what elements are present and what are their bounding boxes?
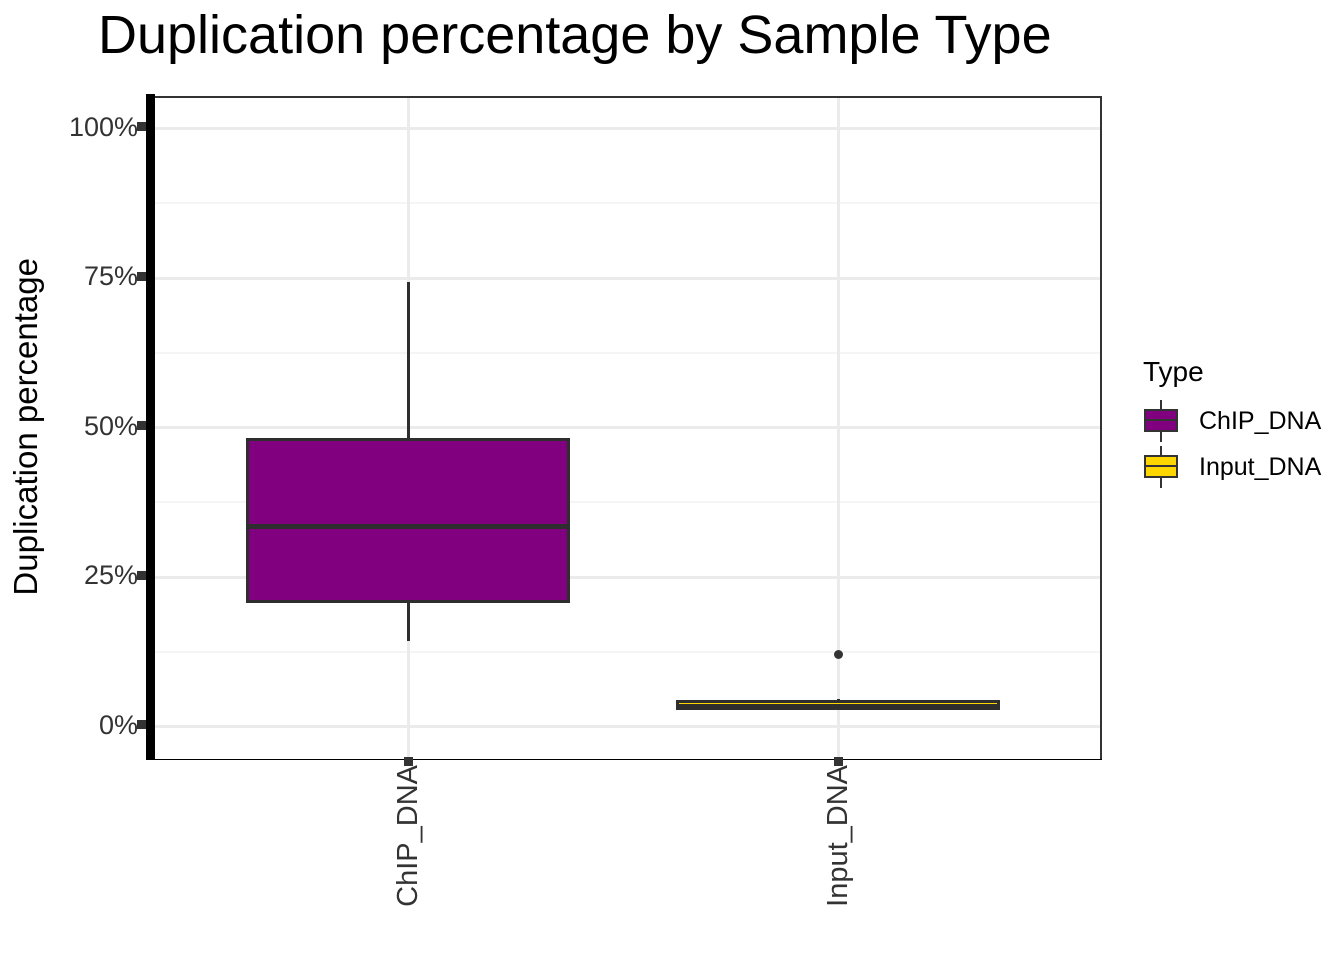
gridline-minor <box>155 202 1100 205</box>
chart-title: Duplication percentage by Sample Type <box>98 5 1052 65</box>
gridline-major <box>155 276 1100 280</box>
boxplot-key-icon <box>1143 446 1181 488</box>
legend: Type ChIP_DNA Input_DNA <box>1143 356 1321 490</box>
boxplot-key-icon <box>1143 400 1181 442</box>
x-tick-mark <box>833 757 843 766</box>
key-whisker-bottom <box>1160 478 1162 488</box>
legend-label: ChIP_DNA <box>1199 406 1322 435</box>
y-tick-mark <box>137 271 146 281</box>
gridline-minor <box>155 351 1100 354</box>
y-tick-label: 0% <box>98 709 138 740</box>
x-tick-label-input_dna: Input_DNA <box>820 765 856 907</box>
legend-label: Input_DNA <box>1199 452 1322 481</box>
y-tick-label: 25% <box>83 560 138 590</box>
y-tick-label: 75% <box>83 261 138 291</box>
gridline-major-vertical <box>836 98 840 759</box>
y-tick-label: 50% <box>83 410 138 441</box>
gridline-major <box>155 575 1100 579</box>
gridline-major <box>155 725 1100 728</box>
key-median-line <box>1146 465 1176 467</box>
gridline-major <box>155 127 1100 130</box>
plot-panel <box>155 96 1102 759</box>
key-whisker-top <box>1160 446 1162 455</box>
x-tick-mark <box>403 757 413 766</box>
y-tick-label: 100% <box>68 111 138 142</box>
median-line-chip_dna <box>246 523 570 529</box>
gridline-minor <box>155 501 1100 504</box>
box-chip_dna <box>246 438 570 603</box>
gridline-major <box>155 426 1100 429</box>
x-tick-label-text: Input_DNA <box>821 765 854 907</box>
y-tick-mark <box>137 122 146 131</box>
gridline-minor <box>155 650 1100 653</box>
legend-title: Type <box>1143 356 1204 387</box>
x-tick-label-chip_dna: ChIP_DNA <box>390 765 426 907</box>
key-median-line <box>1146 419 1176 421</box>
key-whisker-bottom <box>1160 432 1162 442</box>
y-tick-mark <box>137 720 146 729</box>
median-line-input_dna <box>676 703 1000 709</box>
key-whisker-top <box>1160 400 1162 409</box>
y-tick-mark <box>137 421 146 430</box>
y-tick-mark <box>137 570 146 580</box>
legend-item-input-dna: Input_DNA <box>1143 444 1321 490</box>
x-tick-label-text: ChIP_DNA <box>391 765 424 907</box>
outlier-point-input_dna <box>833 649 843 659</box>
y-axis-line <box>146 94 155 760</box>
legend-item-chip-dna: ChIP_DNA <box>1143 398 1321 444</box>
